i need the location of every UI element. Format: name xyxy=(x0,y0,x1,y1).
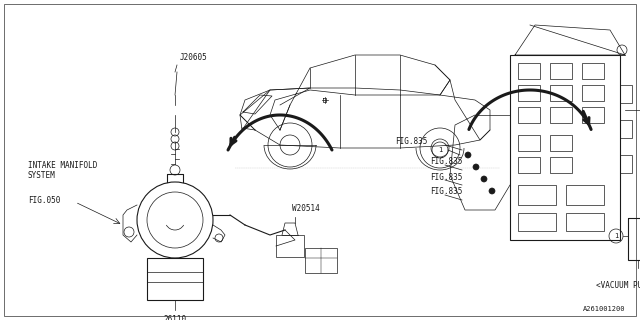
Bar xyxy=(620,120,632,138)
Text: FIG.050: FIG.050 xyxy=(28,196,60,205)
Text: 1: 1 xyxy=(438,147,442,153)
Text: J20605: J20605 xyxy=(180,53,208,62)
Bar xyxy=(518,213,556,231)
Bar xyxy=(582,63,604,79)
Bar xyxy=(518,63,540,79)
Bar xyxy=(510,55,620,240)
Text: <VACUUM PUMP RELAY>: <VACUUM PUMP RELAY> xyxy=(596,282,640,291)
Text: W20514: W20514 xyxy=(292,204,320,213)
Bar xyxy=(582,85,604,101)
Circle shape xyxy=(489,188,495,194)
Bar xyxy=(620,155,632,173)
Bar xyxy=(518,107,540,123)
Bar xyxy=(147,258,203,300)
Bar xyxy=(550,85,572,101)
Text: INTAKE MANIFOLD
SYSTEM: INTAKE MANIFOLD SYSTEM xyxy=(28,161,97,180)
Bar xyxy=(550,157,572,173)
Circle shape xyxy=(473,164,479,170)
Text: A261001200: A261001200 xyxy=(582,306,625,312)
Text: 1: 1 xyxy=(614,233,618,239)
Bar xyxy=(518,85,540,101)
Text: FIG.835: FIG.835 xyxy=(430,188,462,196)
Text: FIG.835: FIG.835 xyxy=(395,138,428,147)
Text: 26110: 26110 xyxy=(163,315,187,320)
Bar xyxy=(550,63,572,79)
Bar xyxy=(566,213,604,231)
Bar xyxy=(518,185,556,205)
Bar xyxy=(518,135,540,151)
Text: FIG.835: FIG.835 xyxy=(430,172,462,181)
Bar xyxy=(305,248,337,273)
Bar xyxy=(518,157,540,173)
Circle shape xyxy=(465,152,471,158)
Circle shape xyxy=(481,176,487,182)
Bar xyxy=(550,107,572,123)
Bar xyxy=(566,185,604,205)
Bar xyxy=(620,85,632,103)
Bar xyxy=(628,218,640,260)
Bar xyxy=(276,235,304,257)
Bar xyxy=(550,135,572,151)
Bar xyxy=(582,107,604,123)
Text: FIG.835: FIG.835 xyxy=(430,157,462,166)
